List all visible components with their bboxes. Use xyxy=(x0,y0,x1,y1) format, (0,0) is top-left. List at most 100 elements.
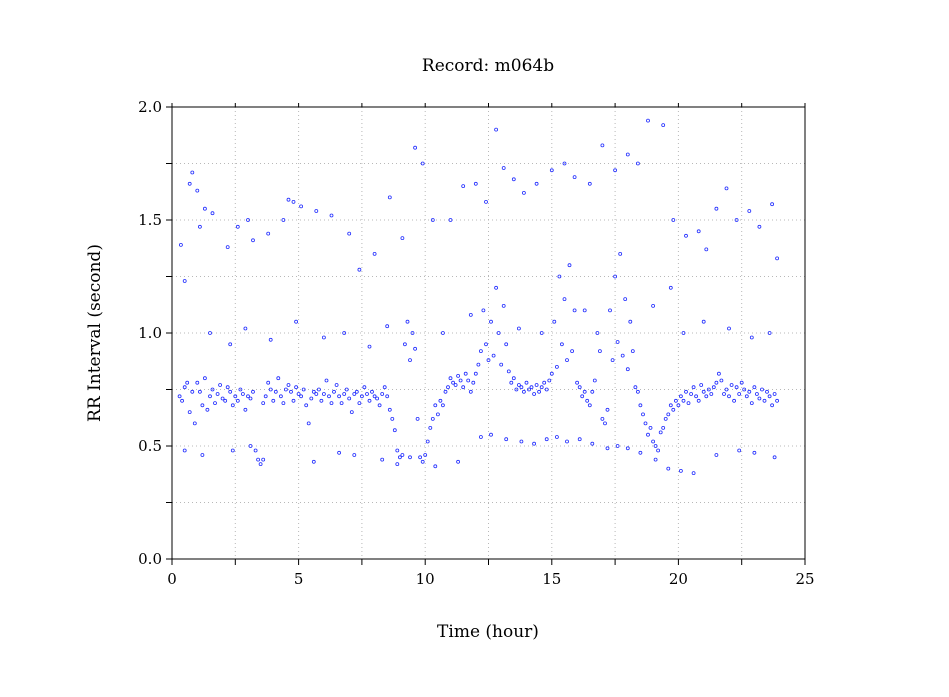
data-point xyxy=(443,389,448,394)
x-tick-label: 15 xyxy=(542,570,561,588)
data-point xyxy=(484,199,488,204)
data-point xyxy=(737,448,742,453)
data-point xyxy=(547,378,552,383)
data-point xyxy=(182,279,187,283)
data-points xyxy=(177,118,779,476)
data-point xyxy=(243,326,248,331)
data-point xyxy=(696,398,701,403)
data-point xyxy=(213,401,217,406)
data-point xyxy=(238,387,243,392)
data-point xyxy=(251,389,255,394)
data-point xyxy=(324,378,329,383)
data-point xyxy=(410,331,415,335)
data-point xyxy=(430,218,435,222)
data-point xyxy=(727,326,731,331)
data-point xyxy=(555,435,559,439)
data-point xyxy=(180,398,185,403)
data-point xyxy=(699,383,704,387)
data-point xyxy=(706,387,711,392)
data-point xyxy=(202,206,207,211)
data-point xyxy=(671,407,676,412)
data-point xyxy=(397,455,402,460)
data-point xyxy=(182,448,187,453)
data-point xyxy=(385,324,390,329)
data-point xyxy=(620,353,625,358)
data-point xyxy=(413,346,418,351)
data-point xyxy=(468,312,473,317)
data-point xyxy=(739,380,744,385)
data-point xyxy=(701,389,706,394)
data-point xyxy=(283,387,288,392)
data-point xyxy=(689,392,693,396)
data-point xyxy=(595,331,600,335)
data-point xyxy=(327,394,331,399)
data-point xyxy=(714,453,719,457)
data-point xyxy=(549,168,554,173)
data-point xyxy=(215,392,220,396)
data-point xyxy=(529,385,534,390)
data-point xyxy=(286,383,291,387)
data-point xyxy=(549,371,554,376)
data-point xyxy=(499,362,504,367)
data-point xyxy=(509,380,514,385)
data-point xyxy=(555,364,559,369)
data-point xyxy=(205,407,210,412)
data-point xyxy=(560,342,564,347)
data-point xyxy=(638,450,643,455)
data-point xyxy=(575,380,579,385)
data-point xyxy=(301,387,306,392)
data-point xyxy=(425,439,430,444)
data-point xyxy=(385,394,390,399)
data-point xyxy=(552,319,557,324)
grid xyxy=(172,107,805,559)
data-point xyxy=(587,403,592,408)
data-point xyxy=(653,457,658,462)
data-point xyxy=(329,401,334,406)
data-point xyxy=(501,166,506,170)
data-point xyxy=(382,385,387,390)
y-axis-label: RR Interval (second) xyxy=(85,244,105,422)
data-point xyxy=(491,353,496,358)
data-point xyxy=(438,398,443,403)
data-point xyxy=(228,389,233,394)
x-axis-ticks: 0 5 10 15 20 25 xyxy=(167,103,815,588)
data-point xyxy=(448,376,453,381)
data-point xyxy=(387,195,392,200)
data-point xyxy=(527,387,531,392)
data-point xyxy=(400,453,405,457)
data-point xyxy=(585,398,590,403)
data-point xyxy=(278,394,283,399)
data-point xyxy=(694,394,698,399)
data-point xyxy=(656,448,660,453)
data-point xyxy=(605,407,610,412)
data-point xyxy=(228,342,233,347)
data-point xyxy=(392,428,397,433)
data-point xyxy=(542,380,547,385)
data-point xyxy=(484,342,488,347)
data-point xyxy=(517,383,521,387)
data-point xyxy=(380,392,385,396)
data-point xyxy=(296,392,301,396)
data-point xyxy=(577,385,582,390)
data-point xyxy=(567,263,572,268)
data-point xyxy=(246,394,250,399)
data-point xyxy=(200,403,205,408)
data-point xyxy=(767,394,772,399)
data-point xyxy=(562,161,567,166)
data-point xyxy=(557,274,562,279)
data-point xyxy=(489,319,493,324)
data-point xyxy=(590,389,595,394)
data-point xyxy=(724,387,729,392)
data-point xyxy=(334,383,339,387)
data-point xyxy=(767,331,772,335)
data-point xyxy=(544,437,549,442)
x-tick-label: 20 xyxy=(669,570,688,588)
data-point xyxy=(405,319,410,324)
data-point xyxy=(266,380,271,385)
data-point xyxy=(674,398,678,403)
data-point xyxy=(319,398,324,403)
data-point xyxy=(534,181,539,186)
data-point xyxy=(613,274,617,279)
data-point xyxy=(661,123,666,127)
data-point xyxy=(757,224,762,229)
